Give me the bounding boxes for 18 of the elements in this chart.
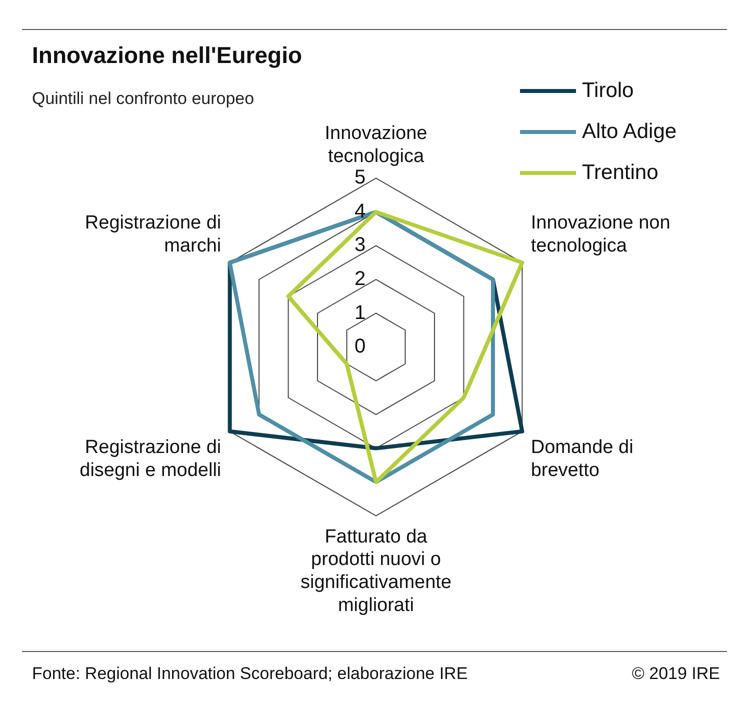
spoke-label: Fatturato da prodotti nuovi o significativamente migliorati — [300, 526, 452, 616]
spoke-label: Innovazione non tecnologica — [530, 212, 670, 256]
chart-subtitle: Quintili nel confronto europeo — [32, 89, 254, 109]
y-tick-label: 5 — [354, 166, 366, 189]
source-note: Fonte: Regional Innovation Scoreboard; elaborazione IRE — [32, 664, 468, 684]
y-tick-label: 3 — [354, 234, 366, 256]
legend-label: Trentino — [582, 160, 658, 184]
spoke-label: Innovazione tecnologica — [324, 123, 428, 168]
text: © 2019 IRE — [632, 664, 720, 684]
legend-label: Alto Adige — [582, 120, 677, 144]
spoke-label: Domande di brevetto — [530, 437, 634, 481]
y-tick-label: 0 — [354, 336, 366, 358]
chart-title: Innovazione nell'Euregio — [32, 42, 302, 69]
y-tick-label: 2 — [354, 268, 366, 290]
legend-label: Tirolo — [582, 78, 634, 102]
y-tick-label: 1 — [354, 302, 366, 324]
spoke-label: Registrazione di marchi — [84, 212, 222, 256]
spoke-label: Registrazione di disegni e modelli — [80, 437, 222, 481]
